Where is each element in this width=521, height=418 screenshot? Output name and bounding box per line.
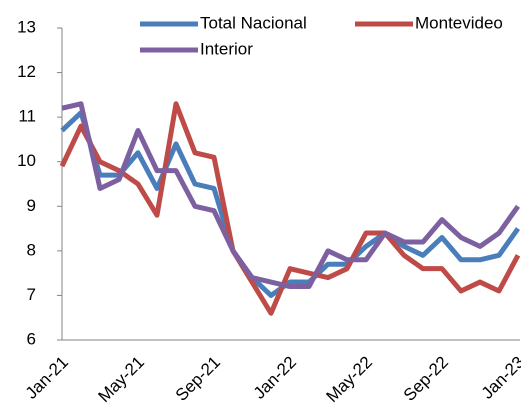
series-line xyxy=(60,110,521,298)
series-line xyxy=(61,101,521,290)
x-tick-label: May-21 xyxy=(94,353,148,407)
x-tick-label: Jan-23 xyxy=(478,353,521,403)
legend-label: Montevideo xyxy=(415,13,503,32)
legend-label: Interior xyxy=(200,39,253,58)
x-tick-label: Sep-22 xyxy=(400,353,452,405)
x-tick-label: Sep-21 xyxy=(172,353,224,405)
y-tick-label: 7 xyxy=(27,285,36,304)
y-tick-label: 11 xyxy=(18,107,36,126)
legend-label: Total Nacional xyxy=(200,13,307,32)
y-tick-label: 10 xyxy=(17,151,36,170)
y-tick-label: 12 xyxy=(17,62,36,81)
series-line xyxy=(59,101,521,316)
y-tick-label: 9 xyxy=(27,196,36,215)
x-tick-label: Jan-22 xyxy=(250,353,300,403)
y-tick-label: 8 xyxy=(27,240,36,259)
x-tick-label: May-22 xyxy=(322,353,376,407)
y-tick-label: 6 xyxy=(27,329,36,348)
x-tick-label: Jan-21 xyxy=(22,353,72,403)
y-tick-label: 13 xyxy=(17,17,36,36)
